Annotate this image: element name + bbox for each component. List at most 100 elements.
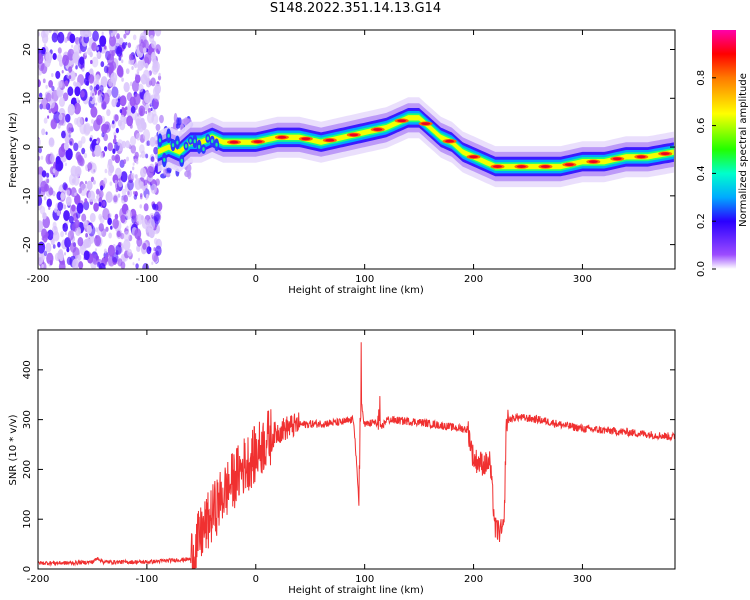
noise-cell	[112, 120, 115, 125]
noise-cell	[96, 140, 99, 144]
noise-cell	[77, 236, 84, 247]
noise-cell	[95, 188, 100, 195]
ridge-peak	[493, 165, 503, 168]
noise-cell	[116, 230, 121, 238]
ridge-blob	[211, 139, 214, 144]
noise-cell	[89, 96, 93, 102]
noise-cell	[83, 200, 90, 211]
noise-cell	[148, 80, 153, 86]
snr-series-line	[38, 342, 675, 569]
noise-cell	[66, 256, 72, 266]
noise-cell	[106, 73, 110, 77]
noise-cell	[48, 80, 53, 88]
noise-cell	[108, 35, 117, 47]
noise-cell	[62, 182, 68, 191]
noise-cell	[97, 95, 103, 103]
noise-cell	[89, 86, 92, 91]
noise-cell	[142, 129, 151, 141]
noise-cell	[144, 62, 149, 69]
noise-cell	[57, 31, 65, 44]
noise-cell	[96, 46, 100, 51]
noise-cell	[144, 53, 152, 65]
noise-cell	[85, 117, 88, 122]
noise-cell	[66, 189, 71, 196]
noise-cell	[134, 178, 142, 190]
noise-cell	[118, 37, 124, 46]
x-tick-label: -100	[136, 274, 159, 285]
noise-cell	[109, 181, 113, 186]
x-tick-label: -200	[27, 574, 50, 585]
noise-cell	[94, 235, 102, 247]
x-tick-label: 100	[355, 574, 374, 585]
noise-cell	[79, 56, 85, 65]
noise-cell	[90, 59, 93, 65]
ridge-peak	[325, 138, 335, 142]
noise-cell	[58, 146, 66, 158]
noise-cell	[48, 206, 51, 211]
ridge-blob	[197, 144, 201, 149]
noise-cell	[96, 114, 103, 126]
noise-cell	[142, 47, 147, 54]
noise-cell	[113, 135, 117, 139]
noise-cell	[100, 185, 104, 191]
noise-cell	[121, 41, 127, 50]
noise-cell	[100, 61, 105, 68]
noise-cell	[47, 229, 54, 241]
noise-cell	[76, 116, 83, 128]
noise-cell	[52, 221, 57, 229]
noise-cell	[139, 167, 147, 178]
noise-cell	[155, 245, 162, 256]
noise-cell	[77, 140, 83, 149]
noise-cell	[93, 202, 99, 212]
noise-cell	[145, 153, 149, 159]
noise-cell	[41, 170, 47, 178]
noise-cell	[99, 84, 104, 93]
spectrogram-frame	[37, 29, 676, 270]
noise-cell	[156, 48, 159, 53]
snr-y-ticks: 0 100 200 300 400	[22, 360, 675, 572]
noise-cell	[38, 61, 45, 72]
ridge-blob	[193, 139, 196, 144]
noise-cell	[140, 150, 146, 159]
spectrogram-x-label: Height of straight line (km)	[288, 285, 424, 296]
noise-cell	[68, 75, 72, 80]
noise-cell	[102, 207, 110, 220]
noise-cell	[158, 72, 161, 77]
noise-cell	[52, 230, 60, 242]
noise-cell	[145, 227, 152, 237]
noise-cell	[57, 53, 63, 62]
ridge-blob	[189, 138, 192, 143]
noise-cell	[92, 254, 99, 265]
noise-cell	[159, 114, 164, 124]
ridge-blob	[215, 142, 218, 147]
noise-cell	[92, 179, 96, 185]
noise-cell	[95, 74, 100, 82]
snr-panel: -200 -100 0 100 200 300 0 100 200 300 400 Height …	[8, 329, 676, 596]
noise-cell	[68, 66, 73, 73]
noise-cell	[113, 195, 118, 203]
snr-x-ticks: -200 -100 0 100 200 300	[27, 330, 592, 585]
noise-cell	[116, 33, 120, 40]
noise-cell	[68, 215, 74, 224]
noise-cell	[129, 135, 137, 146]
noise-cell	[117, 141, 120, 146]
noise-cell	[135, 263, 139, 269]
noise-cell	[110, 32, 114, 38]
noise-cell	[121, 77, 124, 82]
noise-cell	[84, 180, 88, 185]
noise-cell	[135, 118, 141, 127]
noise-cell	[176, 117, 180, 126]
noise-cell	[143, 203, 149, 212]
ridge-peak	[349, 133, 359, 137]
noise-cell	[125, 30, 130, 34]
noise-cell	[96, 195, 99, 199]
noise-cell	[76, 193, 79, 198]
noise-cell	[38, 253, 44, 265]
noise-cell	[132, 34, 137, 41]
noise-cell	[99, 152, 104, 159]
noise-cell	[52, 53, 57, 61]
noise-cell	[71, 44, 74, 48]
noise-cell	[64, 162, 68, 167]
noise-cell	[146, 111, 155, 124]
ridge-peak	[516, 165, 526, 168]
